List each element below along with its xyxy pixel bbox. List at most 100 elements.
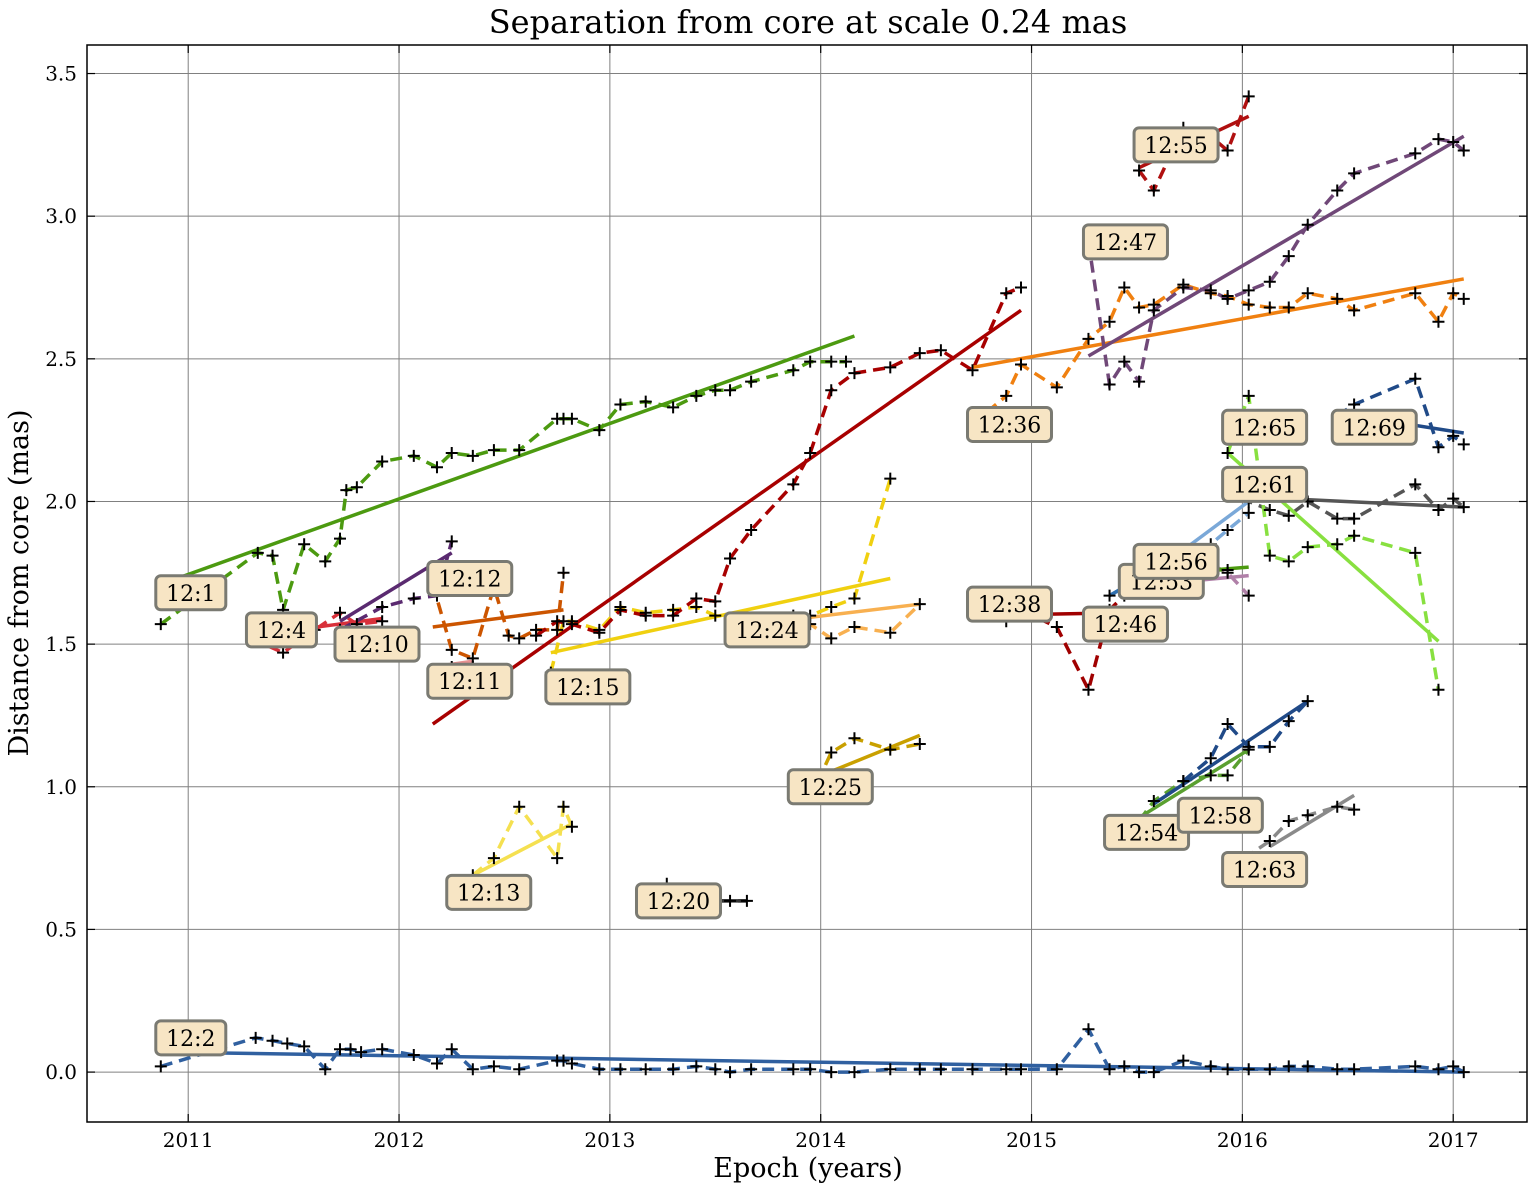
y-axis-label: Distance from core (mas)	[4, 410, 35, 757]
data-point	[1015, 1063, 1027, 1076]
plot-frame	[86, 44, 1528, 1123]
data-point	[1015, 281, 1027, 294]
data-point	[1263, 504, 1276, 517]
data-point	[787, 1063, 800, 1076]
data-point	[466, 1063, 479, 1076]
data-point	[1331, 292, 1344, 305]
data-point	[1282, 555, 1295, 568]
data-point	[1221, 1063, 1234, 1076]
series-line	[535, 285, 1022, 638]
data-point	[1221, 144, 1234, 157]
data-point	[1457, 144, 1470, 157]
data-point	[376, 455, 389, 468]
data-point	[724, 1066, 737, 1079]
component-label-text: 12:13	[457, 881, 520, 906]
component-label-box	[154, 1019, 228, 1057]
data-point	[430, 461, 443, 474]
data-point	[884, 472, 897, 485]
component-label: 12:20	[634, 882, 722, 920]
component-label-text: 12:12	[438, 568, 501, 593]
component-label-box	[1221, 851, 1309, 889]
data-point	[344, 1043, 357, 1056]
data-point	[1133, 375, 1146, 388]
data-point	[913, 737, 926, 750]
y-tick-label: 3.5	[45, 62, 77, 86]
data-point	[745, 375, 758, 388]
data-point	[565, 412, 578, 425]
data-point	[1204, 1060, 1217, 1073]
data-point	[551, 615, 564, 628]
component-label-box	[1132, 126, 1220, 164]
component-label: 12:24	[723, 611, 811, 649]
component-label-text: 12:58	[1189, 804, 1252, 829]
component-label-text: 12:24	[735, 619, 798, 644]
data-point	[740, 894, 753, 907]
component-label-box	[723, 611, 811, 649]
component-12-59	[1182, 500, 1250, 561]
tick-layer: 2011 2012 2013 2014 2015 2016 2017 0.0 0.5 1.0 1.5…	[45, 45, 1527, 1152]
grid	[87, 45, 1527, 1122]
component-label: 12:54	[1103, 813, 1191, 851]
data-point	[1457, 1066, 1470, 1079]
data-point	[848, 592, 861, 605]
data-point	[1147, 184, 1160, 197]
data-point	[513, 444, 526, 457]
data-point	[1082, 332, 1095, 345]
data-point	[1331, 184, 1344, 197]
component-label: 12:38	[966, 585, 1054, 623]
data-point	[667, 609, 680, 622]
component-label: 12:12	[426, 560, 514, 598]
component-label: 12:11	[426, 662, 514, 700]
data-point	[1204, 752, 1217, 765]
data-point	[1118, 355, 1131, 368]
data-point	[430, 1057, 443, 1070]
y-tick-label: 1.5	[45, 632, 77, 656]
data-point	[667, 1063, 680, 1076]
data-point	[848, 1066, 861, 1079]
x-tick-label: 2015	[1006, 1128, 1057, 1152]
data-point	[565, 1057, 578, 1070]
series-line	[1226, 804, 1355, 871]
y-tick-label: 1.0	[45, 775, 77, 799]
data-point	[1282, 815, 1295, 828]
x-tick-label: 2011	[163, 1128, 214, 1152]
data-point	[355, 1046, 368, 1059]
data-point	[825, 746, 838, 759]
data-point	[1133, 164, 1146, 177]
data-point	[1221, 718, 1234, 731]
component-label: 12:63	[1221, 851, 1309, 889]
data-point	[1118, 281, 1131, 294]
data-point	[745, 1063, 758, 1076]
data-point	[1301, 809, 1314, 822]
component-label-text: 12:61	[1233, 473, 1296, 498]
data-point	[1263, 275, 1276, 288]
data-point	[1242, 506, 1255, 519]
data-point	[319, 555, 332, 568]
component-label-text: 12:15	[556, 676, 619, 701]
data-point	[298, 538, 311, 551]
data-point	[1147, 795, 1160, 808]
data-point	[1263, 549, 1276, 562]
component-label-text: 12:47	[1094, 231, 1157, 256]
x-tick-label: 2014	[795, 1128, 846, 1152]
component-label: 12:10	[333, 625, 421, 663]
chart-title: Separation from core at scale 0.24 mas	[489, 3, 1128, 41]
fit-line	[432, 608, 564, 629]
y-tick-label: 0.0	[45, 1060, 77, 1084]
data-point	[1015, 358, 1027, 371]
data-point	[407, 592, 420, 605]
series-line	[1225, 395, 1441, 691]
data-point	[1348, 1063, 1361, 1076]
data-point	[884, 626, 897, 639]
data-point	[1348, 398, 1361, 411]
data-point	[513, 800, 526, 813]
data-point	[1263, 740, 1276, 753]
data-point	[407, 1048, 420, 1061]
series-line	[250, 610, 383, 655]
data-point	[340, 484, 353, 497]
component-label-text: 12:65	[1233, 416, 1296, 441]
data-point	[709, 1063, 722, 1076]
data-point	[825, 632, 838, 645]
data-point	[614, 603, 627, 616]
data-point	[1409, 287, 1422, 300]
